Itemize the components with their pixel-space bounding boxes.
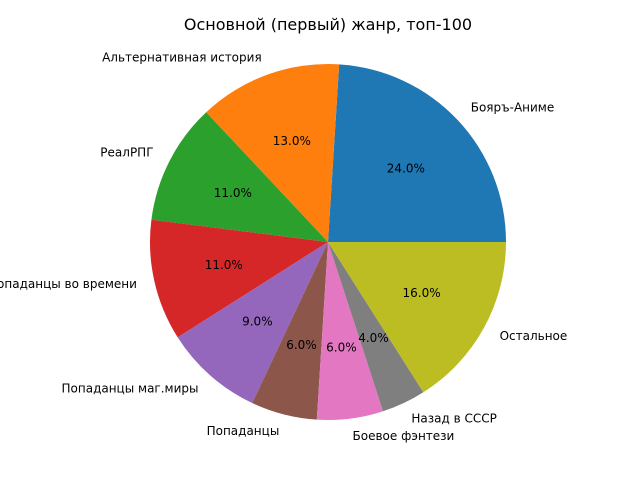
slice-percent-label: 11.0% — [205, 258, 243, 272]
pie-slice-9 — [328, 242, 506, 393]
pie-slice-4 — [150, 219, 328, 338]
slice-percent-label: 6.0% — [326, 340, 357, 354]
pie-slice-5 — [177, 242, 328, 404]
pie-slice-1 — [328, 64, 506, 242]
slice-category-label: Боевое фэнтези — [353, 429, 455, 443]
pie-slice-7 — [316, 242, 384, 420]
slice-category-label: Альтернативная история — [102, 50, 262, 64]
slice-percent-label: 9.0% — [242, 315, 273, 329]
pie-slice-8 — [328, 242, 424, 412]
slice-percent-label: 16.0% — [403, 286, 441, 300]
slice-category-label: Бояръ-Аниме — [471, 100, 555, 114]
slice-percent-label: 24.0% — [387, 161, 425, 175]
slice-percent-label: 11.0% — [214, 186, 252, 200]
slice-percent-label: 6.0% — [286, 338, 317, 352]
slice-percent-label: 4.0% — [358, 331, 389, 345]
slice-category-label: Попаданцы маг.миры — [62, 381, 199, 395]
slice-category-label: Попаданцы во времени — [0, 277, 137, 291]
slice-category-label: РеалРПГ — [100, 146, 153, 160]
pie-slice-3 — [151, 112, 328, 242]
pie-slice-2 — [206, 63, 340, 242]
slice-category-label: Попаданцы — [207, 424, 280, 438]
chart-title: Основной (первый) жанр, топ-100 — [184, 15, 472, 34]
pie-labels: 24.0% Бояръ-Аниме 13.0% Альтернативная исто… — [0, 50, 567, 442]
pie-slice-6 — [252, 242, 328, 420]
slice-category-label: Остальное — [500, 329, 568, 343]
pie-slices — [150, 63, 506, 420]
slice-category-label: Назад в СССР — [411, 412, 496, 426]
slice-percent-label: 13.0% — [273, 134, 311, 148]
